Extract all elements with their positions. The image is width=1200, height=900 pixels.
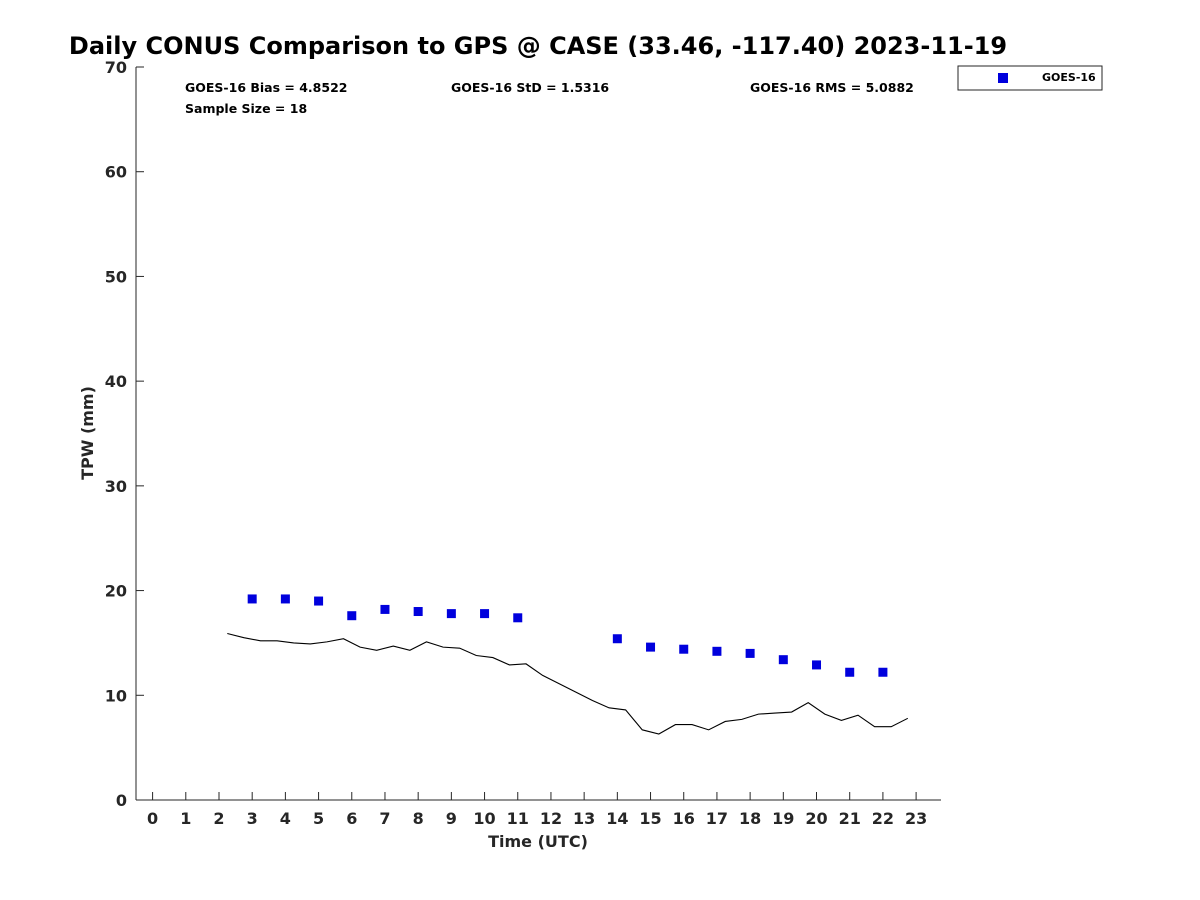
y-tick-label: 50 [105,267,127,286]
goes16-point-series [247,594,888,677]
y-axis-label: TPW (mm) [78,386,97,480]
x-tick-label: 13 [573,809,595,828]
x-tick-label: 18 [739,809,761,828]
goes16-point [712,646,722,656]
x-axis-label: Time (UTC) [488,832,588,851]
x-tick-label: 20 [805,809,827,828]
x-tick-label: 22 [872,809,894,828]
goes16-point [480,609,490,619]
x-tick-label: 0 [147,809,158,828]
goes16-point [745,648,755,658]
x-tick-label: 1 [180,809,191,828]
x-tick-label: 17 [706,809,728,828]
x-tick-label: 15 [639,809,661,828]
x-tick-label: 3 [247,809,258,828]
x-tick-label: 8 [413,809,424,828]
y-tick-label: 70 [105,58,127,77]
goes16-point [446,609,456,619]
x-tick-label: 10 [473,809,495,828]
rms-stat: GOES-16 RMS = 5.0882 [750,80,914,95]
x-tick-label: 12 [540,809,562,828]
legend-marker [998,73,1008,83]
goes16-point [513,613,523,623]
sample-size-stat: Sample Size = 18 [185,101,307,116]
goes16-point [612,634,622,644]
gps-line-series [227,632,909,735]
x-tick-label: 14 [606,809,628,828]
goes16-point [380,604,390,614]
y-tick-label: 20 [105,582,127,601]
goes16-point [413,607,423,617]
chart-title: Daily CONUS Comparison to GPS @ CASE (33… [69,32,1007,60]
std-stat: GOES-16 StD = 1.5316 [451,80,609,95]
axes [135,67,941,801]
y-tick-label: 60 [105,163,127,182]
y-tick-label: 0 [116,791,127,810]
gps-line [227,632,909,735]
goes16-point [812,660,822,670]
x-tick-label: 21 [839,809,861,828]
x-tick-label: 9 [446,809,457,828]
bias-stat: GOES-16 Bias = 4.8522 [185,80,347,95]
y-tick-label: 10 [105,686,127,705]
x-tick-label: 5 [313,809,324,828]
goes16-point [347,611,357,621]
goes16-point [778,655,788,665]
x-tick-label: 11 [507,809,529,828]
legend: GOES-16 [957,65,1103,91]
x-ticks: 0 1 2 3 4 5 6 7 8 9 10 11 12 13 14 15 16 17 18 19 20 21 22 23 [147,792,927,828]
x-tick-label: 4 [280,809,291,828]
y-tick-label: 40 [105,372,127,391]
y-tick-label: 30 [105,477,127,496]
goes16-point [280,594,290,604]
x-tick-label: 6 [346,809,357,828]
legend-box [957,65,1103,91]
goes16-point [679,644,689,654]
goes16-point [845,667,855,677]
y-ticks: 0 10 20 30 40 50 60 70 [105,58,144,810]
x-tick-label: 23 [905,809,927,828]
goes16-point [878,667,888,677]
goes16-point [314,596,324,606]
x-tick-label: 19 [772,809,794,828]
x-tick-label: 7 [379,809,390,828]
goes16-point [646,642,656,652]
x-tick-label: 16 [673,809,695,828]
goes16-point [247,594,257,604]
legend-label: GOES-16 [1042,71,1096,84]
x-tick-label: 2 [213,809,224,828]
